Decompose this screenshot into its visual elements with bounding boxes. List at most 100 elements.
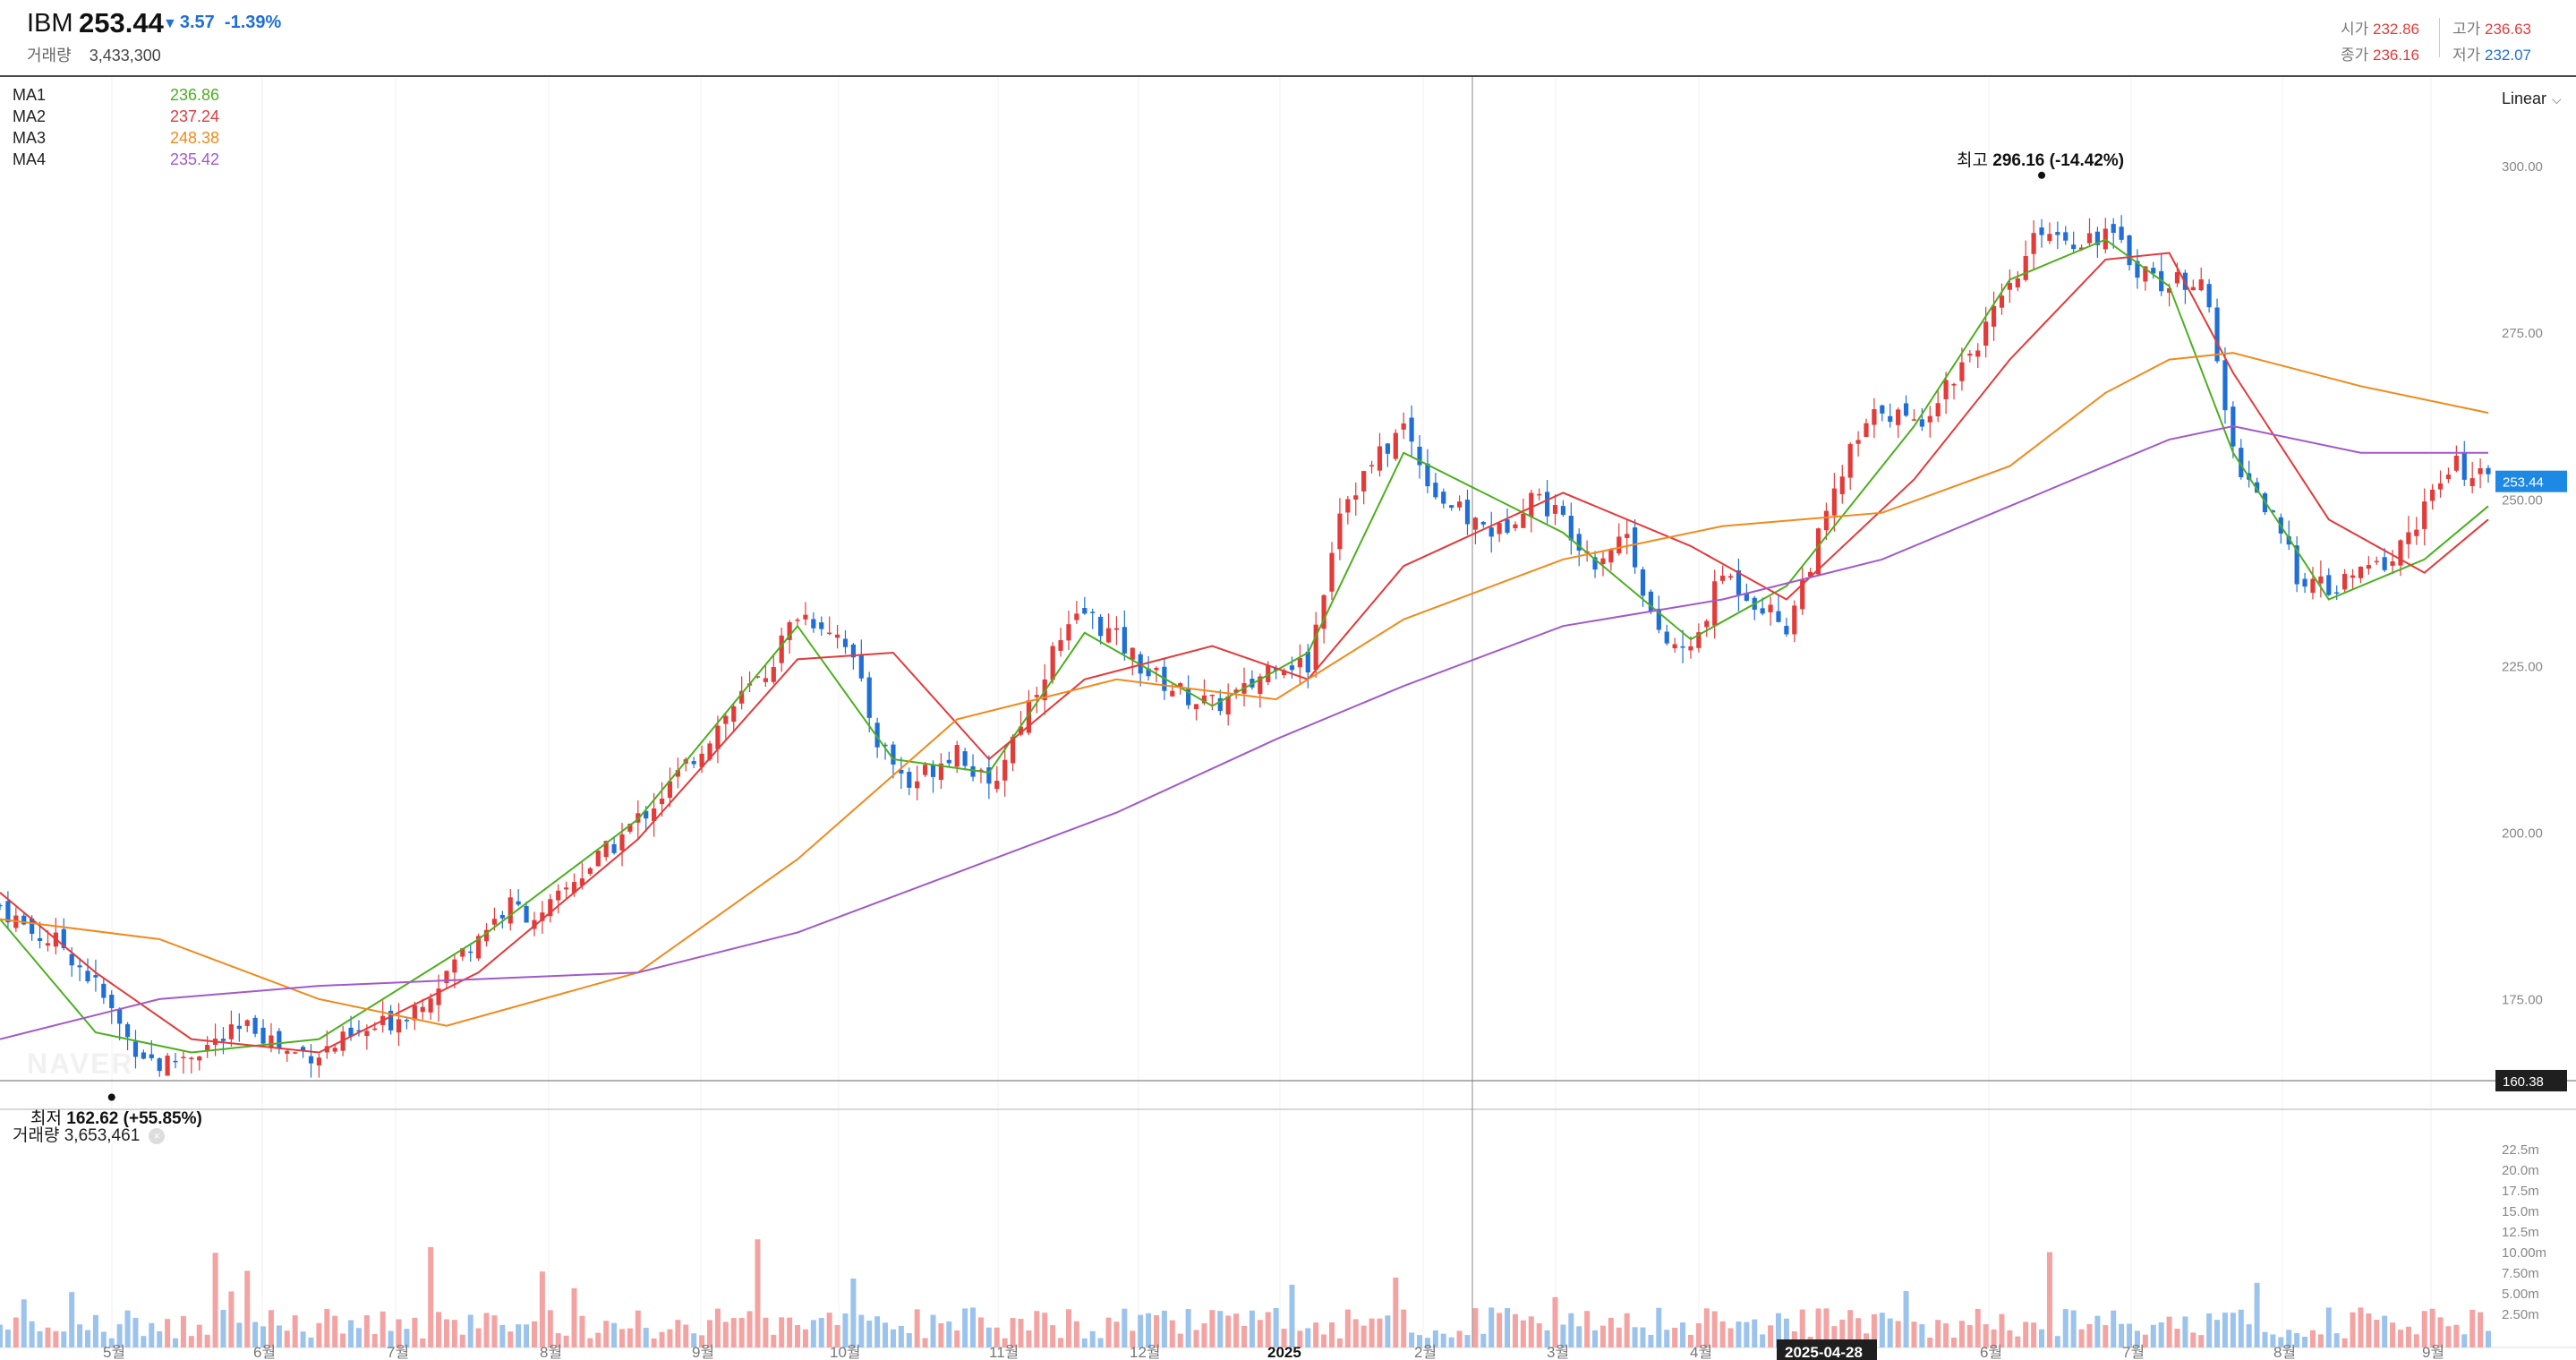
legend-name: MA1 (13, 86, 47, 104)
volume-bar (2278, 1337, 2284, 1347)
candle-body (2255, 482, 2260, 493)
volume-bar (1943, 1323, 1949, 1347)
volume-bar (1919, 1324, 1925, 1347)
candle-body (285, 1050, 290, 1054)
legend-value: 235.42 (170, 150, 220, 168)
candle-body (1880, 405, 1885, 414)
candle-body (1122, 627, 1127, 654)
volume-bar (1241, 1325, 1247, 1347)
volume-bar (2390, 1322, 2396, 1347)
time-label: 7월 (387, 1344, 409, 1360)
volume-bar (2078, 1329, 2085, 1347)
volume-bar (149, 1322, 155, 1347)
volume-bar (2358, 1307, 2364, 1347)
candle-body (436, 988, 441, 1005)
candle-body (5, 901, 11, 923)
candle-body (978, 769, 984, 772)
volume-bar (2222, 1313, 2228, 1347)
volume-bar (2046, 1252, 2052, 1347)
legend-name: MA2 (13, 107, 47, 125)
volume-bar (2262, 1331, 2268, 1347)
candle-body (994, 780, 1000, 790)
crosshair-price-text: 160.38 (2503, 1074, 2544, 1090)
candle-body (2270, 510, 2276, 513)
crosshair-date-tag (1777, 1339, 1877, 1360)
volume-bar (1497, 1313, 1503, 1347)
time-label: 8월 (2273, 1344, 2296, 1360)
volume-bar (1464, 1335, 1471, 1347)
candle-body (1896, 409, 1901, 425)
volume-bar (300, 1331, 306, 1347)
volume-bar (1768, 1325, 1774, 1347)
candle-body (1521, 513, 1526, 528)
scale-mode-dropdown[interactable]: Linear ⌵ (2502, 90, 2562, 107)
candle-body (1305, 651, 1310, 673)
volume-bar (1911, 1322, 1917, 1347)
candle-body (2294, 545, 2299, 585)
candle-body (763, 678, 768, 682)
candle-body (2206, 284, 2212, 308)
candle-body (1967, 354, 1973, 356)
volume-bar (1417, 1335, 1423, 1347)
candle-body (1497, 523, 1502, 535)
volume-bar (802, 1329, 808, 1347)
volume-bar (516, 1324, 522, 1347)
candle-body (2478, 467, 2483, 475)
volume-bar (2486, 1330, 2491, 1347)
candle-body (659, 798, 665, 805)
candle-body (1633, 527, 1638, 568)
volume-bar (1648, 1334, 1654, 1347)
candle-body (532, 919, 537, 929)
candle-body (61, 928, 66, 948)
candle-body (173, 1060, 178, 1063)
candle-body (2437, 483, 2444, 490)
volume-bar (1344, 1309, 1351, 1347)
candle-body (1209, 694, 1215, 697)
volume-bar (1073, 1321, 1079, 1347)
volume-tick: 7.50m (2502, 1266, 2539, 1281)
volume-bar (874, 1316, 881, 1347)
volume-bar (459, 1334, 465, 1347)
volume-bar (2182, 1316, 2188, 1347)
legend-item-ma1: MA1 236.86 (13, 84, 227, 106)
candle-body (228, 1024, 234, 1039)
close-icon[interactable]: × (149, 1127, 166, 1144)
candle-body (428, 998, 433, 1013)
volume-bar (1105, 1317, 1112, 1347)
candle-body (1074, 613, 1079, 620)
candle-body (388, 1010, 394, 1031)
candle-body (1026, 700, 1032, 733)
volume-bar (228, 1291, 235, 1347)
candle-body (2350, 575, 2356, 578)
candle-body (2398, 540, 2403, 566)
volume-bar (61, 1331, 67, 1347)
candle-body (244, 1020, 250, 1026)
volume-bar (4, 1330, 11, 1347)
volume-bar (691, 1333, 697, 1347)
candle-body (691, 761, 696, 765)
volume-bar (1703, 1308, 1710, 1347)
candle-body (891, 744, 896, 765)
volume-bar (1440, 1333, 1446, 1347)
volume-bar (2158, 1322, 2164, 1347)
candle-body (1385, 443, 1390, 454)
candle-body (699, 753, 704, 767)
candle-body (149, 1054, 154, 1058)
candle-body (1736, 570, 1742, 595)
volume-bar (355, 1328, 362, 1347)
candle-body (1991, 305, 1997, 327)
volume-bar (2374, 1319, 2380, 1347)
volume-bar (1273, 1307, 1279, 1347)
candle-body (2461, 452, 2467, 480)
candle-body (1002, 759, 1008, 781)
volume-tick: 10.00m (2502, 1245, 2546, 1261)
ma-legend: MA1 236.86 MA2 237.24 MA3 248.38 MA4 235.42 (13, 84, 227, 170)
volume-bar (1727, 1328, 1734, 1347)
ohlc-right: 고가 236.63 저가 232.07 (2452, 21, 2531, 64)
volume-bar (2453, 1324, 2460, 1347)
candle-body (1943, 380, 1949, 399)
candle-body (2007, 283, 2012, 290)
volume-bar (1871, 1313, 1877, 1347)
candle-body (1823, 510, 1830, 531)
